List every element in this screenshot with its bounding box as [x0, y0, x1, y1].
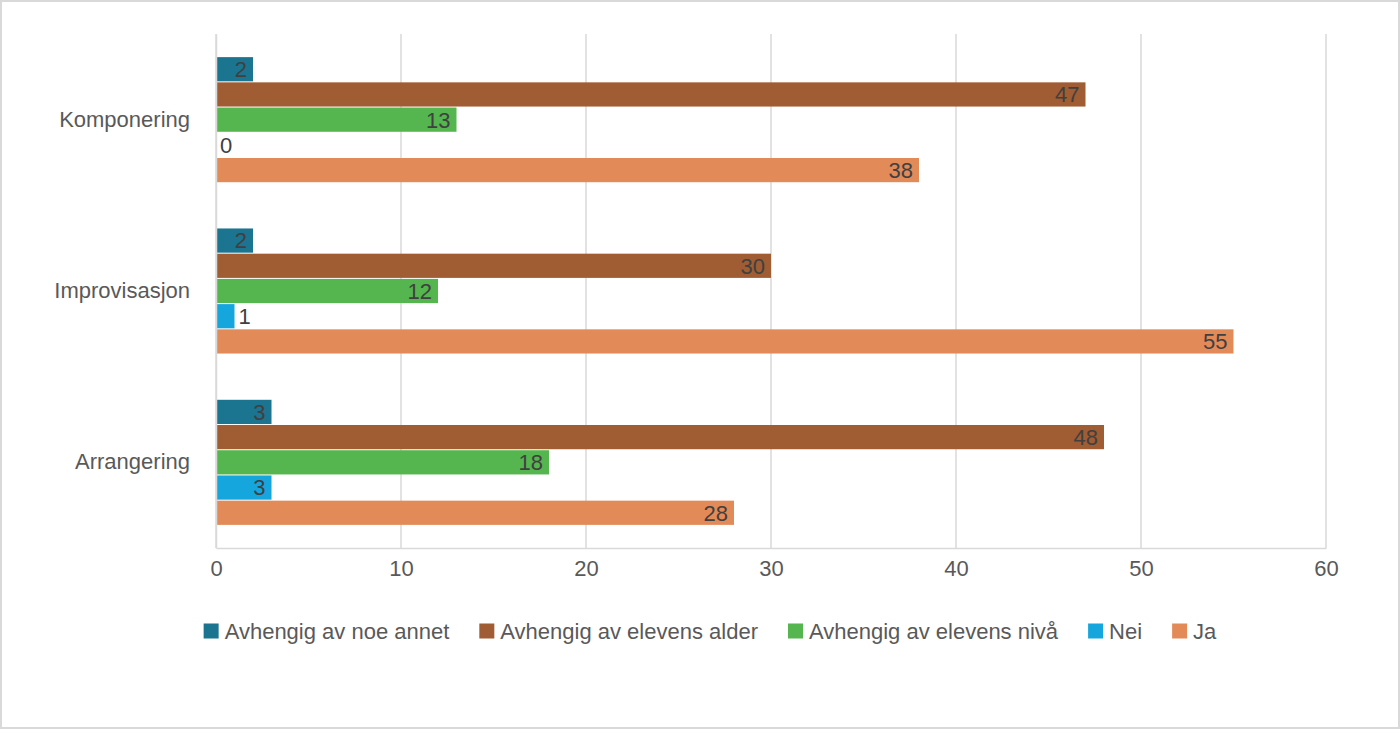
legend-swatch	[1172, 624, 1187, 639]
bar	[216, 108, 457, 132]
legend-label: Avhengig av noe annet	[225, 619, 450, 644]
chart-frame	[1, 1, 1399, 728]
grid-line	[1325, 34, 1327, 548]
grid-line	[1140, 34, 1142, 548]
x-tick-label: 40	[944, 556, 968, 581]
legend-item: Avhengig av elevens alder	[479, 619, 758, 644]
y-tick-label: Improvisasjon	[54, 278, 190, 303]
legend-label: Ja	[1193, 619, 1217, 644]
bar	[216, 158, 919, 182]
chart: 2234730481312180133855280102030405060Kom…	[0, 0, 1400, 729]
data-label: 1	[239, 304, 251, 329]
legend-item: Avhengig av noe annet	[204, 619, 450, 644]
x-tick-label: 20	[574, 556, 598, 581]
x-axis-line	[217, 548, 1327, 550]
x-tick: 30	[759, 548, 783, 581]
bar	[216, 425, 1104, 449]
data-label: 18	[519, 450, 543, 475]
data-label: 3	[253, 400, 265, 425]
y-axis-line	[216, 35, 218, 549]
y-tick: Komponering	[59, 107, 216, 132]
bars	[216, 57, 1234, 525]
bar	[216, 329, 1234, 353]
legend-swatch	[204, 624, 219, 639]
data-label: 47	[1055, 82, 1079, 107]
bar	[216, 450, 549, 474]
x-tick-label: 10	[389, 556, 413, 581]
legend: Avhengig av noe annet Avhengig av elevens…	[204, 619, 1217, 644]
x-axis: 0 10 20 30 40 50 60	[210, 548, 1338, 581]
grid-line	[215, 34, 217, 548]
data-label: 0	[220, 133, 232, 158]
bar	[216, 501, 734, 525]
x-tick: 0	[210, 548, 222, 581]
data-label: 12	[408, 279, 432, 304]
x-tick-label: 30	[759, 556, 783, 581]
data-label: 38	[889, 158, 913, 183]
x-tick: 60	[1314, 548, 1338, 581]
x-tick: 20	[574, 548, 598, 581]
legend-label: Nei	[1109, 619, 1142, 644]
x-tick-label: 50	[1129, 556, 1153, 581]
bar	[216, 57, 253, 81]
legend-label: Avhengig av elevens alder	[500, 619, 758, 644]
data-label: 13	[426, 108, 450, 133]
legend-item: Avhengig av elevens nivå	[788, 619, 1059, 644]
x-tick: 10	[389, 548, 413, 581]
grid	[216, 34, 1326, 548]
plot: 2234730481312180133855280102030405060Kom…	[54, 34, 1338, 581]
legend-label: Avhengig av elevens nivå	[809, 619, 1059, 644]
bar	[216, 304, 235, 328]
y-tick-label: Arrangering	[75, 449, 190, 474]
bar	[216, 82, 1086, 106]
y-tick: Improvisasjon	[54, 278, 216, 303]
grid-line	[585, 34, 587, 548]
bar	[216, 475, 272, 499]
x-tick-label: 60	[1314, 556, 1338, 581]
data-label: 3	[253, 475, 265, 500]
bar	[216, 400, 272, 424]
x-tick: 40	[944, 548, 968, 581]
data-label: 48	[1074, 425, 1098, 450]
legend-item: Nei	[1088, 619, 1142, 644]
data-label: 28	[704, 501, 728, 526]
x-tick-label: 0	[210, 556, 222, 581]
data-label: 2	[235, 57, 247, 82]
data-label: 30	[741, 254, 765, 279]
legend-swatch	[1088, 624, 1103, 639]
grid-line	[955, 34, 957, 548]
bar	[216, 254, 771, 278]
bar	[216, 279, 438, 303]
data-label: 55	[1203, 329, 1227, 354]
x-tick: 50	[1129, 548, 1153, 581]
y-tick: Arrangering	[75, 449, 216, 474]
bar	[216, 228, 253, 252]
legend-item: Ja	[1172, 619, 1217, 644]
grid-line	[770, 34, 772, 548]
legend-swatch	[788, 624, 803, 639]
y-axis: Komponering Improvisasjon Arrangering	[54, 35, 216, 549]
data-labels: 223473048131218013385528	[220, 57, 1228, 526]
legend-swatch	[479, 624, 494, 639]
y-tick-label: Komponering	[59, 107, 190, 132]
data-label: 2	[235, 228, 247, 253]
